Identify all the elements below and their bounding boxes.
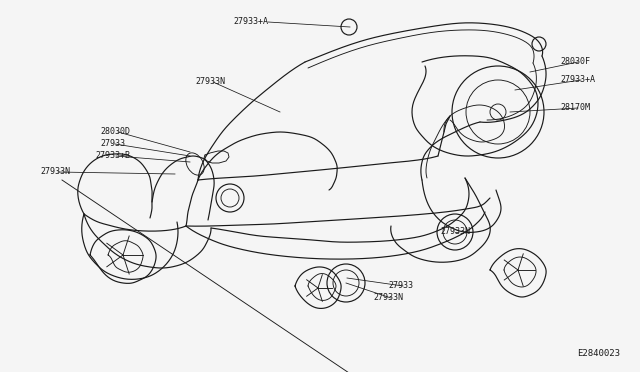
Text: 28170M: 28170M xyxy=(560,103,590,112)
Text: 27933N: 27933N xyxy=(195,77,225,87)
Text: 27933: 27933 xyxy=(100,140,125,148)
Text: 28030F: 28030F xyxy=(560,58,590,67)
Text: E2840023: E2840023 xyxy=(577,349,620,358)
Text: 27933+B: 27933+B xyxy=(95,151,130,160)
Text: 28030D: 28030D xyxy=(100,128,130,137)
Text: 27933+A: 27933+A xyxy=(233,17,268,26)
Text: 27933N: 27933N xyxy=(373,294,403,302)
Text: 27933: 27933 xyxy=(388,282,413,291)
Text: 27933N: 27933N xyxy=(40,167,70,176)
Text: 27933N: 27933N xyxy=(440,228,470,237)
Text: 27933+A: 27933+A xyxy=(560,76,595,84)
